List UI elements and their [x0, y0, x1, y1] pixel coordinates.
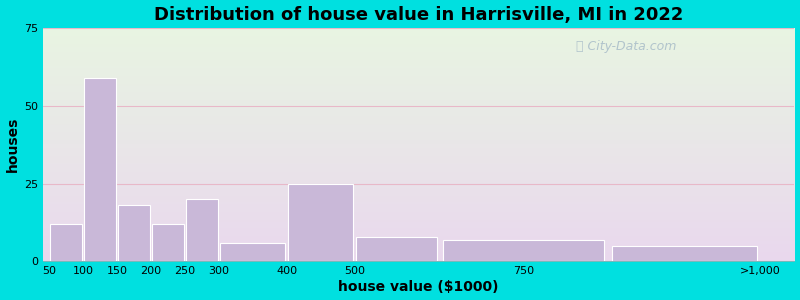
Bar — [118, 206, 150, 261]
Bar — [221, 243, 285, 261]
Bar — [84, 78, 116, 261]
Bar — [50, 224, 82, 261]
Bar — [288, 184, 353, 261]
Bar — [186, 199, 218, 261]
Bar — [152, 224, 184, 261]
Bar — [356, 236, 437, 261]
Text: Ⓜ City-Data.com: Ⓜ City-Data.com — [577, 40, 677, 52]
Y-axis label: houses: houses — [6, 117, 19, 172]
Title: Distribution of house value in Harrisville, MI in 2022: Distribution of house value in Harrisvil… — [154, 6, 683, 24]
Bar — [443, 240, 604, 261]
X-axis label: house value ($1000): house value ($1000) — [338, 280, 499, 294]
Bar — [612, 246, 757, 261]
